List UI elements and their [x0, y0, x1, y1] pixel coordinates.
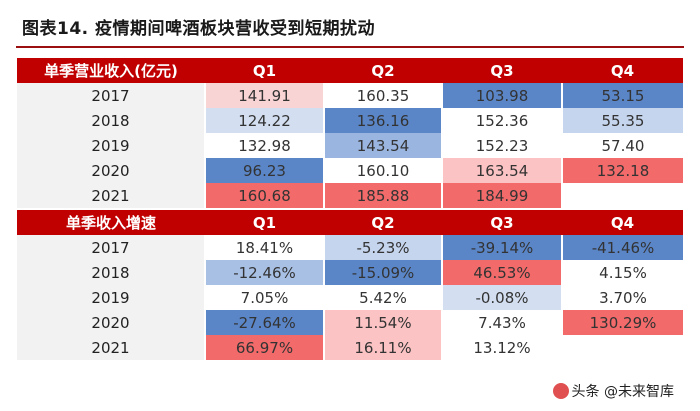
year-label: 2019: [17, 133, 205, 158]
value-cell: 4.15%: [561, 260, 683, 285]
value-cell: 152.23: [441, 133, 562, 158]
value-cell: 152.36: [441, 108, 562, 133]
value-cell: 136.16: [323, 108, 442, 133]
quarter-header: Q1: [205, 208, 324, 235]
value-cell: 160.35: [323, 83, 442, 108]
value-cell: 18.41%: [204, 235, 324, 260]
value-cell: -27.64%: [204, 310, 324, 335]
value-cell: 46.53%: [441, 260, 562, 285]
section-header-row: 单季营业收入(亿元) Q1 Q2 Q3 Q4: [17, 58, 683, 83]
quarter-header: Q2: [324, 208, 442, 235]
value-cell: 55.35: [561, 108, 683, 133]
watermark-logo-icon: [552, 383, 569, 399]
year-label: 2021: [17, 335, 205, 360]
section-header-row: 单季收入增速 Q1 Q2 Q3 Q4: [17, 208, 683, 235]
year-label: 2021: [17, 183, 205, 209]
value-cell: 163.54: [441, 158, 562, 183]
value-cell: -12.46%: [204, 260, 324, 285]
value-cell: 11.54%: [323, 310, 442, 335]
table-row: 2018 124.22 136.16 152.36 55.35: [17, 108, 683, 133]
value-cell: 7.05%: [204, 285, 324, 310]
value-cell: 13.12%: [441, 335, 562, 360]
table-row: 2020 96.23 160.10 163.54 132.18: [17, 158, 683, 183]
year-label: 2019: [17, 285, 205, 310]
value-cell: -5.23%: [323, 235, 442, 260]
year-label: 2017: [17, 235, 205, 260]
year-label: 2020: [17, 158, 205, 183]
value-cell: 5.42%: [323, 285, 442, 310]
value-cell: -0.08%: [441, 285, 562, 310]
quarter-header: Q3: [442, 58, 562, 83]
value-cell: 143.54: [323, 133, 442, 158]
value-cell: 57.40: [561, 133, 683, 158]
value-cell: 132.18: [561, 158, 683, 183]
watermark: 头条 @未来智库: [543, 379, 680, 403]
year-label: 2020: [17, 310, 205, 335]
value-cell: 184.99: [441, 183, 562, 209]
value-cell: 132.98: [204, 133, 324, 158]
year-label: 2018: [17, 260, 205, 285]
year-label: 2017: [17, 83, 205, 108]
value-cell: -39.14%: [441, 235, 562, 260]
section-header-label: 单季收入增速: [17, 208, 205, 235]
table-row: 2021 66.97% 16.11% 13.12%: [17, 335, 683, 360]
value-cell: 141.91: [204, 83, 324, 108]
value-cell: -41.46%: [561, 235, 683, 260]
table-row: 2019 132.98 143.54 152.23 57.40: [17, 133, 683, 158]
value-cell: 3.70%: [561, 285, 683, 310]
year-label: 2018: [17, 108, 205, 133]
value-cell: 53.15: [561, 83, 683, 108]
value-cell: -15.09%: [323, 260, 442, 285]
value-cell: [561, 335, 683, 360]
value-cell: 16.11%: [323, 335, 442, 360]
revenue-table: 单季营业收入(亿元) Q1 Q2 Q3 Q4 2017 141.91 160.35 103.98…: [17, 58, 683, 360]
quarter-header: Q4: [562, 58, 683, 83]
value-cell: 66.97%: [204, 335, 324, 360]
quarter-header: Q1: [205, 58, 324, 83]
title-rule: [16, 46, 684, 48]
table-row: 2017 141.91 160.35 103.98 53.15: [17, 83, 683, 108]
table-row: 2019 7.05% 5.42% -0.08% 3.70%: [17, 285, 683, 310]
value-cell: 7.43%: [441, 310, 562, 335]
quarter-header: Q3: [442, 208, 562, 235]
table-row: 2018 -12.46% -15.09% 46.53% 4.15%: [17, 260, 683, 285]
watermark-text: 头条 @未来智库: [571, 384, 674, 400]
value-cell: 124.22: [204, 108, 324, 133]
figure-title: 图表14. 疫情期间啤酒板块营收受到短期扰动: [22, 19, 376, 39]
quarter-header: Q2: [324, 58, 442, 83]
value-cell: 130.29%: [561, 310, 683, 335]
table-row: 2017 18.41% -5.23% -39.14% -41.46%: [17, 235, 683, 260]
value-cell: 103.98: [441, 83, 562, 108]
value-cell: 160.68: [204, 183, 324, 209]
section-header-label: 单季营业收入(亿元): [17, 58, 205, 83]
value-cell: 185.88: [323, 183, 442, 209]
value-cell: 96.23: [204, 158, 324, 183]
table-row: 2020 -27.64% 11.54% 7.43% 130.29%: [17, 310, 683, 335]
quarter-header: Q4: [562, 208, 683, 235]
value-cell: 160.10: [323, 158, 442, 183]
table-row: 2021 160.68 185.88 184.99: [17, 183, 683, 209]
value-cell: [561, 183, 683, 209]
